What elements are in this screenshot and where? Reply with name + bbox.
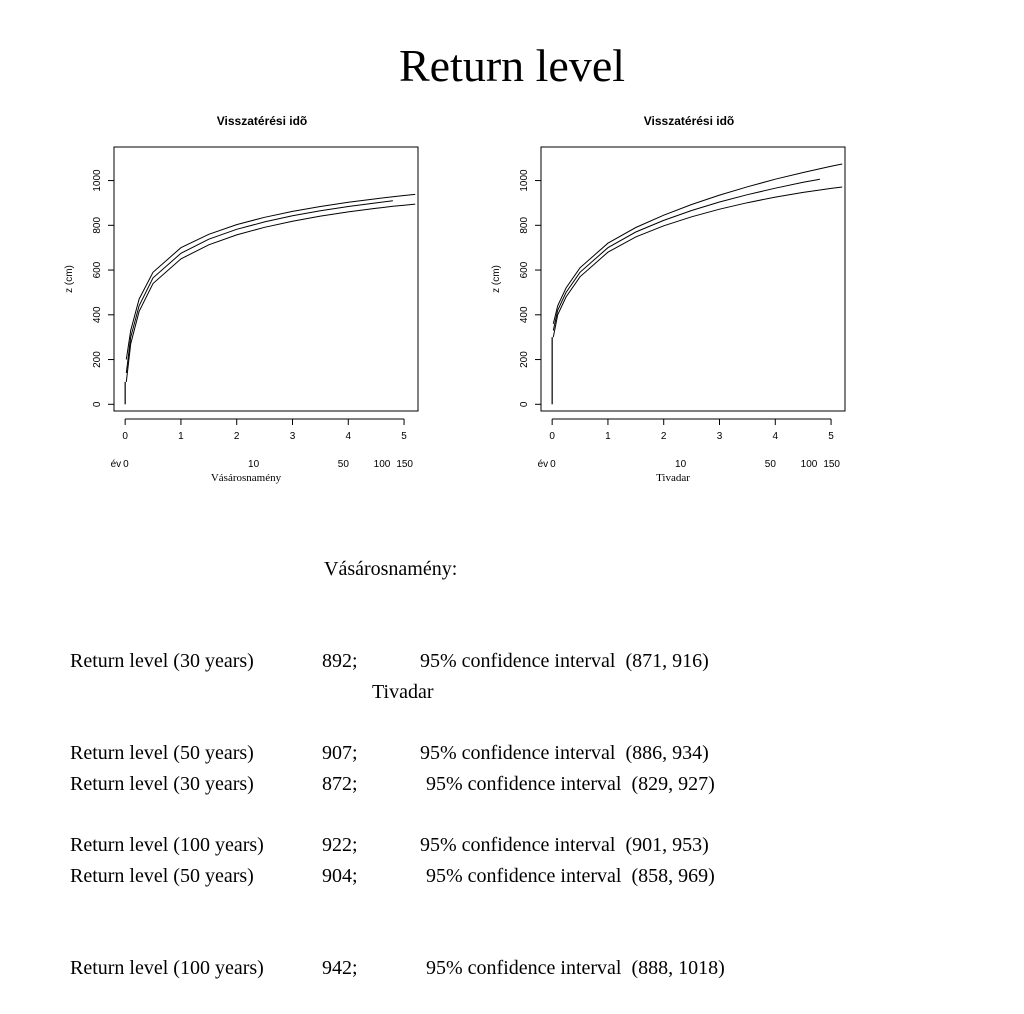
- plot-frame: [113, 146, 419, 412]
- result-value: 942;: [322, 956, 358, 979]
- y-tick-label: 600: [519, 261, 530, 278]
- chart-title: Visszatérési idõ: [217, 114, 308, 128]
- series-line-2: [552, 178, 820, 331]
- secondary-tick-label: 150: [823, 459, 840, 470]
- results-tivadar: Tivadar Return level (30 years) 872; 95% c…: [70, 616, 725, 1014]
- result-row: Return level (50 years) 907; 95% confidenc…: [70, 738, 709, 769]
- result-label: Return level (50 years): [70, 741, 254, 764]
- x-tick-label: 2: [234, 431, 240, 442]
- series-line-3: [125, 203, 416, 382]
- chart-title: Visszatérési idõ: [644, 114, 735, 128]
- secondary-tick-label: 10: [248, 459, 260, 470]
- y-axis-label: z (cm): [491, 265, 502, 293]
- result-row: Return level (100 years) 942; 95% confiden…: [70, 953, 725, 984]
- result-ci: 95% confidence interval (829, 927): [426, 772, 715, 795]
- x-tick-label: 4: [345, 431, 351, 442]
- y-tick-label: 0: [92, 401, 103, 407]
- result-label: Return level (50 years): [70, 864, 254, 887]
- secondary-axis-prefix: év: [111, 459, 122, 470]
- x-tick-label: 5: [401, 431, 407, 442]
- result-value: 892;: [322, 649, 358, 672]
- result-label: Return level (100 years): [70, 956, 264, 979]
- secondary-tick-label: 100: [374, 459, 391, 470]
- secondary-tick-label: 50: [765, 459, 777, 470]
- result-ci: 95% confidence interval (888, 1018): [426, 956, 725, 979]
- series-line-1: [552, 163, 843, 324]
- result-row: Return level (50 years) 904; 95% confidenc…: [70, 861, 725, 892]
- plot-frame: [540, 146, 846, 412]
- result-ci: 95% confidence interval (886, 934): [420, 741, 709, 764]
- x-tick-label: 3: [717, 431, 723, 442]
- y-tick-label: 800: [519, 217, 530, 234]
- slide-title: Return level: [398, 40, 626, 91]
- x-tick-label: 0: [122, 431, 128, 442]
- y-tick-label: 800: [92, 217, 103, 234]
- result-value: 907;: [322, 741, 358, 764]
- y-tick-label: 400: [519, 306, 530, 323]
- secondary-axis-prefix: év: [538, 459, 549, 470]
- y-axis-label: z (cm): [64, 265, 75, 293]
- x-tick-label: 1: [178, 431, 184, 442]
- series-line-1: [125, 193, 416, 360]
- secondary-tick-label: 50: [338, 459, 350, 470]
- series-line-3: [552, 186, 843, 338]
- result-row: Return level (30 years) 872; 95% confidenc…: [70, 769, 725, 800]
- y-tick-label: 600: [92, 261, 103, 278]
- result-value: 872;: [322, 772, 358, 795]
- y-tick-label: 0: [519, 401, 530, 407]
- x-tick-label: 5: [828, 431, 834, 442]
- x-tick-label: 3: [290, 431, 296, 442]
- series-line-2: [125, 200, 393, 374]
- x-tick-label: 4: [772, 431, 778, 442]
- result-label: Return level (30 years): [70, 649, 254, 672]
- result-value: 904;: [322, 864, 358, 887]
- result-label: Return level (30 years): [70, 772, 254, 795]
- result-row: Return level (30 years) 892; 95% confidenc…: [70, 646, 709, 677]
- x-tick-label: 0: [549, 431, 555, 442]
- secondary-tick-label: 100: [801, 459, 818, 470]
- secondary-tick-label: 0: [123, 459, 129, 470]
- results-heading: Vásárosnamény:: [324, 558, 458, 581]
- x-axis-label: Vásárosnamény: [211, 472, 282, 484]
- secondary-tick-label: 10: [675, 459, 687, 470]
- x-tick-label: 1: [605, 431, 611, 442]
- results-heading: Tivadar: [372, 681, 434, 704]
- result-ci: 95% confidence interval (858, 969): [426, 864, 715, 887]
- secondary-tick-label: 150: [396, 459, 413, 470]
- secondary-tick-label: 0: [550, 459, 556, 470]
- y-tick-label: 1000: [519, 169, 530, 192]
- result-ci: 95% confidence interval (871, 916): [420, 649, 709, 672]
- y-tick-label: 1000: [92, 169, 103, 192]
- y-tick-label: 200: [92, 351, 103, 368]
- x-axis-label: Tivadar: [656, 472, 690, 484]
- y-tick-label: 400: [92, 306, 103, 323]
- y-tick-label: 200: [519, 351, 530, 368]
- x-tick-label: 2: [661, 431, 667, 442]
